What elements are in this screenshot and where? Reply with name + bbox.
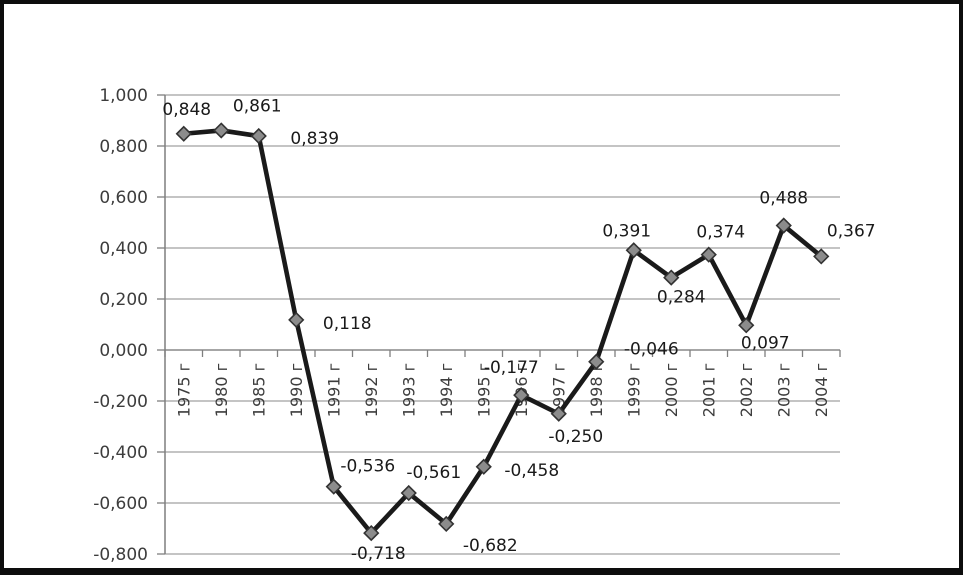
data-point-marker — [663, 269, 680, 286]
y-axis-tick-label: -0,200 — [93, 392, 148, 412]
data-point-marker — [513, 387, 530, 404]
x-axis-tick-label: 2001 г — [699, 363, 718, 417]
chart-border — [0, 568, 963, 575]
data-point-marker — [400, 484, 417, 502]
data-point-marker — [475, 458, 492, 475]
data-point-marker — [213, 122, 230, 139]
x-axis-tick-label: 1991 г — [324, 363, 343, 417]
data-point-label: -0,561 — [406, 463, 461, 483]
x-axis-tick-label: 1985 г — [249, 363, 268, 417]
data-point-label: -0,536 — [340, 457, 395, 477]
data-point-marker — [250, 127, 267, 145]
chart-border — [0, 0, 4, 575]
y-axis-tick-label: 0,400 — [99, 239, 148, 259]
data-point-label: -0,250 — [548, 427, 603, 447]
data-point-label: -0,458 — [504, 461, 559, 481]
data-point-marker — [363, 524, 380, 542]
data-point-label: 0,367 — [827, 221, 876, 241]
data-point-marker — [175, 125, 192, 142]
data-point-label: 0,118 — [323, 314, 372, 334]
data-point-label: -0,046 — [624, 340, 679, 360]
x-axis-tick-label: 1993 г — [399, 363, 418, 417]
x-axis-tick-label: 2000 г — [662, 363, 681, 417]
chart-border — [0, 0, 963, 4]
data-point-marker — [625, 242, 642, 259]
y-axis-tick-label: 1,000 — [99, 86, 148, 106]
x-axis-tick-label: 1975 г — [174, 363, 193, 417]
data-point-marker — [700, 246, 717, 263]
y-axis-tick-label: -0,600 — [93, 494, 148, 514]
chart-border — [959, 0, 963, 575]
x-axis-tick-label: 1980 г — [212, 363, 231, 417]
data-point-marker — [438, 515, 455, 533]
data-point-marker — [325, 478, 342, 495]
data-point-label: -0,718 — [351, 544, 406, 564]
data-point-label: 0,848 — [162, 100, 211, 120]
data-point-marker — [588, 353, 605, 370]
y-axis-tick-label: -0,800 — [93, 545, 148, 565]
data-point-marker — [738, 317, 755, 334]
data-point-marker — [775, 217, 792, 234]
data-point-label: -0,177 — [484, 358, 539, 378]
x-axis-tick-label: 1994 г — [437, 363, 456, 417]
data-point-label: 0,839 — [290, 129, 339, 149]
data-point-marker — [813, 248, 830, 265]
data-point-label: 0,284 — [657, 288, 706, 308]
x-axis-tick-label: 1999 г — [624, 363, 643, 417]
series-line — [181, 128, 824, 536]
y-axis-tick-label: 0,800 — [99, 137, 148, 157]
data-point-label: 0,861 — [233, 96, 282, 116]
y-axis-tick-label: 0,600 — [99, 188, 148, 208]
data-point-marker — [550, 405, 567, 422]
data-point-label: 0,488 — [759, 189, 808, 209]
data-point-label: 0,097 — [741, 333, 790, 353]
x-axis-tick-label: 1995 г — [474, 363, 493, 417]
x-axis-tick-label: 2003 г — [774, 363, 793, 417]
x-axis-tick-label: 1992 г — [362, 363, 381, 417]
data-point-label: 0,391 — [602, 221, 651, 241]
x-axis-tick-label: 2002 г — [737, 363, 756, 417]
y-axis-tick-label: -0,400 — [93, 443, 148, 463]
data-point-label: 0,374 — [696, 223, 745, 243]
y-axis-tick-label: 0,000 — [99, 341, 148, 361]
x-axis-tick-label: 2004 г — [812, 363, 831, 417]
x-axis-tick-label: 1998 г — [587, 363, 606, 417]
y-axis-tick-label: 0,200 — [99, 290, 148, 310]
data-point-label: -0,682 — [463, 536, 518, 556]
data-point-marker — [288, 311, 305, 329]
x-axis-tick-label: 1990 г — [287, 363, 306, 417]
